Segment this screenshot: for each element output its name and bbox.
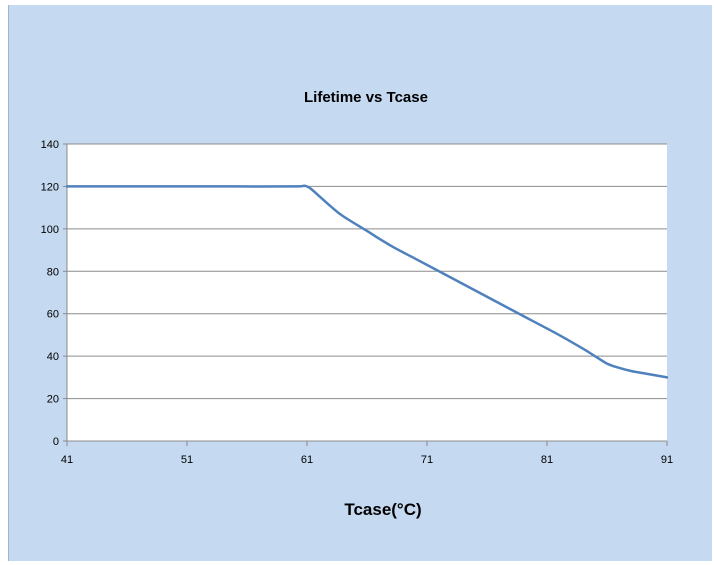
x-tick-label-91: 91 — [661, 454, 673, 466]
y-tick-label-20: 20 — [47, 394, 59, 406]
series-line-0 — [65, 184, 669, 379]
x-tick-label-41: 41 — [61, 454, 73, 466]
y-tick-label-100: 100 — [41, 224, 59, 236]
y-tick-label-40: 40 — [47, 351, 59, 363]
axes: 0 20 40 60 80 100 120 140 41 51 61 71 81 91 — [41, 139, 673, 466]
y-tick-label-120: 120 — [41, 181, 59, 193]
plot-area — [67, 144, 667, 441]
x-tick-label-51: 51 — [181, 454, 193, 466]
y-tick-label-60: 60 — [47, 309, 59, 321]
chart-title: Lifetime vs Tcase — [304, 89, 428, 106]
x-tick-label-61: 61 — [301, 454, 313, 466]
y-tick-label-140: 140 — [41, 139, 59, 151]
x-tick-label-81: 81 — [541, 454, 553, 466]
x-tick-label-71: 71 — [421, 454, 433, 466]
chart-svg: 0 20 40 60 80 100 120 140 41 51 61 71 81 91 Lifetime … — [41, 89, 673, 519]
y-tick-label-0: 0 — [53, 436, 59, 448]
chart-area: 0 20 40 60 80 100 120 140 41 51 61 71 81 91 Lifetime … — [8, 5, 712, 561]
x-axis-label: Tcase(°C) — [344, 500, 421, 519]
series-layer — [65, 184, 669, 379]
y-tick-label-80: 80 — [47, 266, 59, 278]
